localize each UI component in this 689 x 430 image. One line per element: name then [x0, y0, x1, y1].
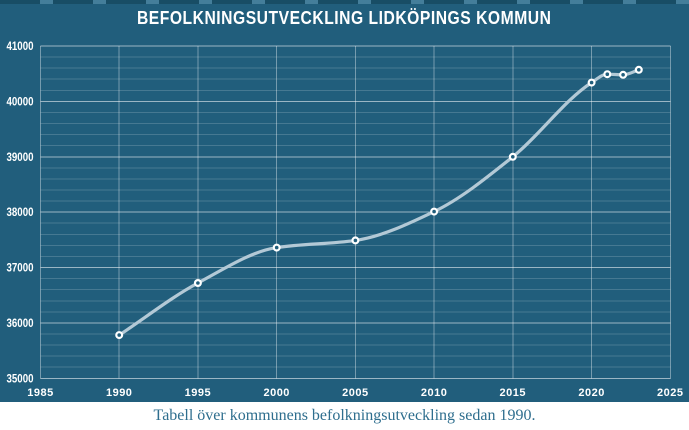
- y-tick-label: 38000: [7, 207, 34, 219]
- x-tick-label: 2005: [342, 387, 368, 399]
- y-tick-label: 36000: [7, 318, 34, 330]
- data-point-marker[interactable]: [634, 65, 643, 74]
- data-point-marker[interactable]: [272, 243, 281, 252]
- data-point-marker[interactable]: [603, 70, 612, 79]
- data-point-marker[interactable]: [508, 152, 517, 161]
- data-point-marker[interactable]: [619, 70, 628, 79]
- y-tick-label: 41000: [7, 41, 34, 53]
- x-tick-label: 1995: [185, 387, 211, 399]
- caption-bar: Tabell över kommunens befolkningsutveckl…: [0, 402, 689, 430]
- top-edge-decoration: [0, 0, 689, 4]
- population-line-chart: 35000 36000 37000 38000 39000 40000 41000 1985 1…: [7, 41, 684, 399]
- x-tick-label: 2000: [263, 387, 289, 399]
- y-tick-label: 37000: [7, 263, 34, 275]
- y-tick-label: 39000: [7, 152, 34, 164]
- data-point-marker[interactable]: [430, 207, 439, 216]
- data-point-marker[interactable]: [193, 279, 202, 288]
- y-tick-label: 35000: [7, 373, 34, 385]
- x-tick-label: 2020: [578, 387, 604, 399]
- x-tick-label: 1985: [27, 387, 53, 399]
- population-line: [117, 68, 641, 337]
- data-point-marker[interactable]: [115, 331, 124, 340]
- chart-panel: BEFOLKNINGSUTVECKLING LIDKÖPINGS KOMMUN …: [0, 0, 689, 402]
- chart-title-text: BEFOLKNINGSUTVECKLING LIDKÖPINGS KOMMUN: [137, 8, 552, 28]
- x-tick-label: 2025: [657, 387, 683, 399]
- y-tick-label: 40000: [7, 96, 34, 108]
- x-tick-label: 1990: [106, 387, 132, 399]
- x-tick-label: 2010: [421, 387, 447, 399]
- data-point-marker[interactable]: [351, 236, 360, 245]
- x-tick-label: 2015: [500, 387, 526, 399]
- chart-title: BEFOLKNINGSUTVECKLING LIDKÖPINGS KOMMUN: [0, 8, 689, 28]
- chart-caption: Tabell över kommunens befolkningsutveckl…: [153, 407, 536, 424]
- data-point-marker[interactable]: [587, 78, 596, 87]
